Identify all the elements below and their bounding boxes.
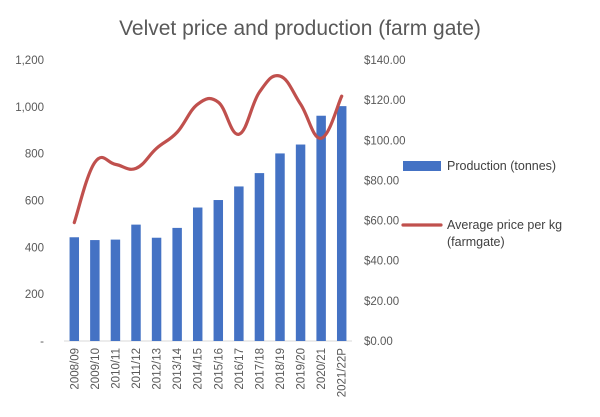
bar xyxy=(192,207,203,341)
legend-swatch-production xyxy=(403,161,441,171)
bars xyxy=(69,106,347,342)
x-axis-ticks: 2008/09 2009/10 2010/11 2011/12 2012/13 2013/… xyxy=(69,347,348,397)
left-tick-label: - xyxy=(40,336,44,348)
bar xyxy=(234,186,244,341)
right-tick-label: $140.00 xyxy=(364,55,406,67)
right-tick-label: $20.00 xyxy=(364,296,399,308)
right-tick-label: $40.00 xyxy=(364,256,399,268)
bar xyxy=(151,237,162,341)
left-tick-label: 200 xyxy=(25,289,44,301)
bar xyxy=(110,239,121,341)
bar xyxy=(172,227,182,341)
bar xyxy=(213,200,224,341)
chart-title: Velvet price and production (farm gate) xyxy=(119,17,481,40)
bar xyxy=(275,153,285,341)
bar xyxy=(254,173,265,341)
right-tick-label: $0.00 xyxy=(364,336,393,348)
x-tick-label: 2010/11 xyxy=(110,348,122,389)
legend-label-price: Average price per kg xyxy=(447,218,562,232)
x-tick-label: 2016/17 xyxy=(234,348,246,390)
x-tick-label: 2021/22P xyxy=(337,348,349,398)
right-axis-ticks: $0.00 $20.00 $40.00 $60.00 $80.00 $100.00 $120… xyxy=(364,55,406,348)
right-tick-label: $120.00 xyxy=(364,95,406,107)
right-tick-label: $80.00 xyxy=(364,175,399,187)
x-tick-label: 2017/18 xyxy=(254,348,266,390)
x-tick-label: 2014/15 xyxy=(193,348,205,390)
left-tick-label: 800 xyxy=(25,149,44,161)
legend-label-price-cont: (farmgate) xyxy=(447,235,505,249)
x-tick-label: 2018/19 xyxy=(275,348,287,390)
left-tick-label: 400 xyxy=(25,242,44,254)
bar xyxy=(336,106,347,342)
price-line xyxy=(72,73,344,225)
left-tick-label: 1,000 xyxy=(15,102,44,114)
x-tick-label: 2011/12 xyxy=(131,348,143,389)
left-tick-label: 1,200 xyxy=(15,55,44,67)
right-tick-label: $100.00 xyxy=(364,135,406,147)
bar xyxy=(69,237,80,341)
x-tick-label: 2019/20 xyxy=(296,348,308,390)
x-tick-label: 2012/13 xyxy=(152,348,164,390)
legend: Production (tonnes) Average price per kg… xyxy=(401,159,562,249)
bar xyxy=(90,240,100,341)
right-tick-label: $60.00 xyxy=(364,216,399,228)
legend-label-production: Production (tonnes) xyxy=(447,159,556,173)
x-tick-label: 2009/10 xyxy=(90,348,102,390)
x-tick-label: 2015/16 xyxy=(213,348,225,390)
x-tick-label: 2013/14 xyxy=(172,347,184,389)
left-tick-label: 600 xyxy=(25,196,44,208)
x-tick-label: 2008/09 xyxy=(69,348,81,390)
x-tick-label: 2020/21 xyxy=(316,348,328,390)
bar xyxy=(295,144,306,341)
bar xyxy=(316,115,326,342)
left-axis-ticks: - 200 400 600 800 1,000 1,200 xyxy=(15,55,44,348)
bar xyxy=(131,224,141,341)
